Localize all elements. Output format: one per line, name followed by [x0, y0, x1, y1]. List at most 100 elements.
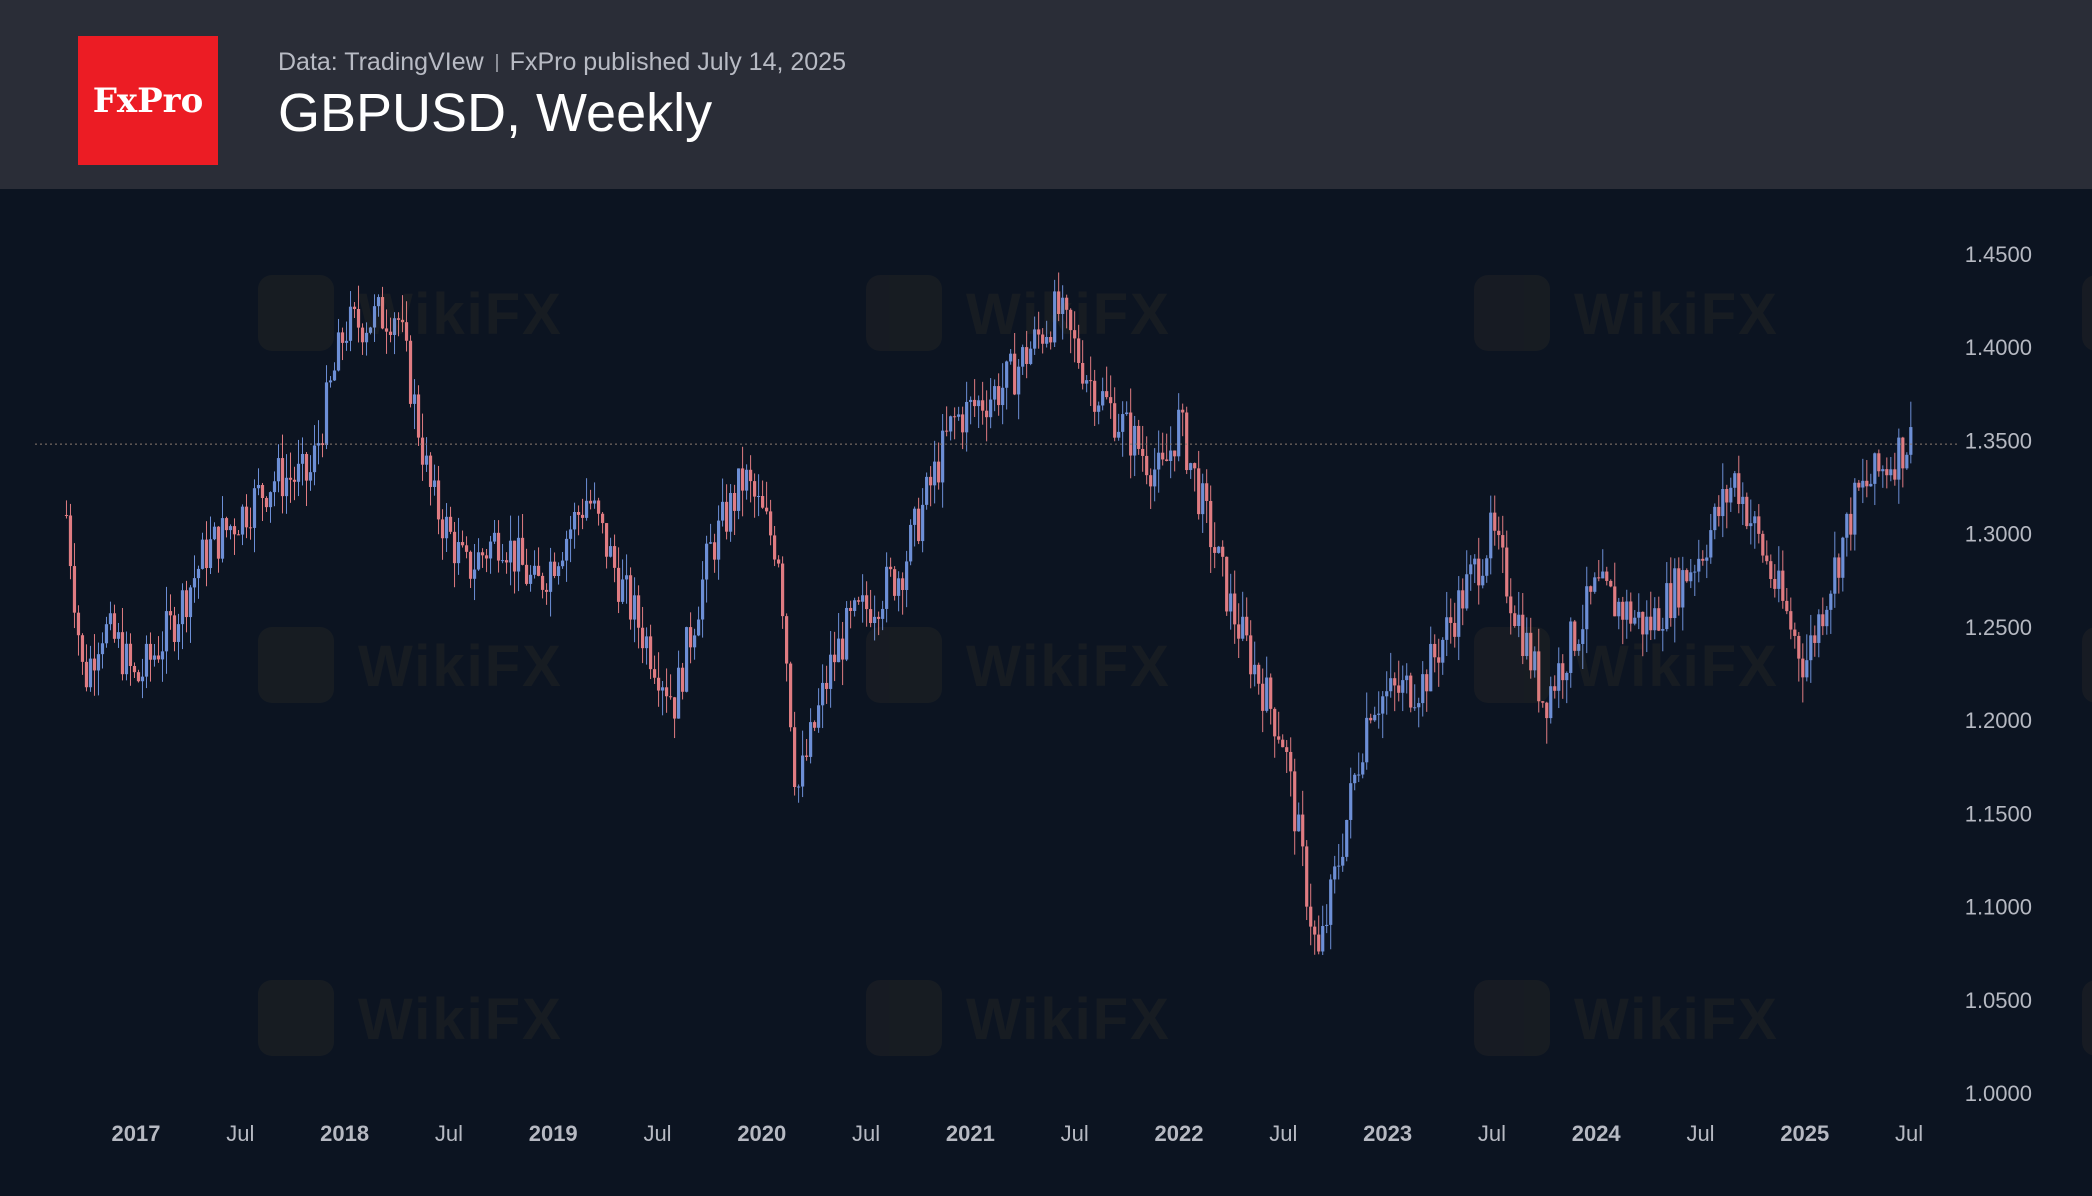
candle-down	[1449, 617, 1453, 623]
candle-down	[1245, 616, 1249, 636]
candle-down	[1461, 590, 1465, 609]
candle-up	[1469, 564, 1473, 575]
candle-up	[256, 484, 261, 489]
candle-up	[188, 587, 193, 618]
candle-up	[1777, 570, 1781, 589]
candle-up	[332, 370, 337, 381]
candle-down	[656, 677, 661, 691]
candle-down	[1161, 452, 1165, 460]
candle-down	[825, 682, 829, 689]
candle-down	[1649, 616, 1653, 631]
candle-up	[1481, 575, 1485, 586]
candle-down	[1301, 814, 1305, 847]
candle-up	[1833, 557, 1837, 594]
candle-up	[756, 496, 761, 498]
candle-up	[708, 542, 713, 544]
candle-down	[1609, 580, 1613, 587]
candle-up	[1817, 614, 1821, 643]
candle-up	[909, 524, 913, 562]
candle-down	[1849, 513, 1853, 535]
candle-down	[1857, 482, 1861, 488]
candlestick-chart[interactable]: 1.4500 1.4000 1.3500 1.3000 1.2500 1.2000 1.15…	[0, 189, 2092, 1196]
candle-down	[452, 531, 457, 564]
candle-up	[368, 327, 373, 333]
candle-up	[1533, 651, 1537, 671]
candle-down	[396, 318, 401, 320]
candle-down	[1513, 613, 1517, 627]
candle-down	[356, 309, 361, 328]
x-axis: 2017 Jul 2018 Jul 2019 Jul 2020 Jul 2021 Jul 2022 J…	[112, 1121, 1924, 1146]
candles-group	[64, 272, 1913, 956]
candle-up	[300, 453, 305, 464]
candle-up	[364, 332, 369, 343]
candle-up	[192, 578, 197, 588]
candle-up	[516, 537, 521, 572]
candle-down	[440, 519, 445, 539]
candle-down	[512, 540, 517, 572]
candle-up	[348, 306, 353, 341]
candle-down	[1737, 473, 1741, 504]
candle-down	[1185, 412, 1189, 471]
candle-up	[88, 658, 93, 688]
candle-down	[1313, 926, 1317, 935]
candle-up	[1357, 774, 1361, 776]
candle-down	[1225, 556, 1229, 612]
candle-up	[700, 579, 705, 620]
candle-up	[284, 477, 289, 497]
candle-up	[1421, 674, 1425, 704]
candle-down	[981, 400, 985, 411]
candle-up	[1869, 483, 1873, 487]
candle-up	[1297, 814, 1301, 832]
candle-up	[532, 565, 537, 575]
candle-up	[692, 635, 697, 648]
candle-down	[1249, 635, 1253, 675]
y-tick-label: 1.4000	[1965, 335, 2032, 360]
y-tick-label: 1.2500	[1965, 615, 2032, 640]
candle-down	[833, 654, 837, 663]
candle-up	[1001, 387, 1005, 406]
candle-down	[1109, 397, 1113, 404]
x-tick-label: 2021	[946, 1121, 995, 1146]
candle-up	[144, 643, 149, 677]
candle-up	[821, 682, 825, 706]
candle-down	[865, 595, 869, 610]
candle-down	[1621, 601, 1625, 620]
candle-down	[1541, 701, 1545, 703]
y-tick-label: 1.0000	[1965, 1081, 2032, 1106]
candle-down	[616, 567, 621, 602]
candle-up	[1101, 391, 1105, 406]
candle-up	[444, 516, 449, 539]
candle-down	[1041, 334, 1045, 344]
candle-up	[376, 297, 381, 307]
y-tick-label: 1.1500	[1965, 801, 2032, 826]
candle-down	[973, 399, 977, 407]
candle-up	[308, 472, 313, 481]
candle-up	[528, 574, 533, 584]
candle-up	[1697, 558, 1701, 572]
candle-up	[969, 399, 973, 402]
candle-up	[312, 445, 317, 473]
candle-down	[1077, 338, 1081, 363]
candle-up	[632, 595, 637, 620]
candle-up	[933, 461, 937, 486]
candle-down	[1789, 611, 1793, 630]
candle-down	[1597, 577, 1601, 579]
candle-up	[1189, 463, 1193, 471]
candle-down	[264, 498, 269, 508]
candle-up	[1157, 452, 1161, 470]
candle-down	[1221, 546, 1225, 557]
candle-down	[781, 563, 785, 617]
candle-down	[352, 306, 357, 310]
candle-down	[1801, 658, 1805, 678]
candle-down	[420, 437, 425, 465]
data-source: Data: TradingVIew	[278, 48, 484, 76]
candle-up	[1325, 924, 1329, 927]
candle-down	[664, 687, 669, 697]
candle-down	[1149, 475, 1153, 487]
candle-down	[1013, 353, 1017, 395]
candle-down	[1501, 535, 1505, 548]
candle-up	[620, 579, 625, 602]
candle-up	[1705, 557, 1709, 561]
candle-up	[905, 561, 909, 590]
candle-down	[1677, 568, 1681, 608]
